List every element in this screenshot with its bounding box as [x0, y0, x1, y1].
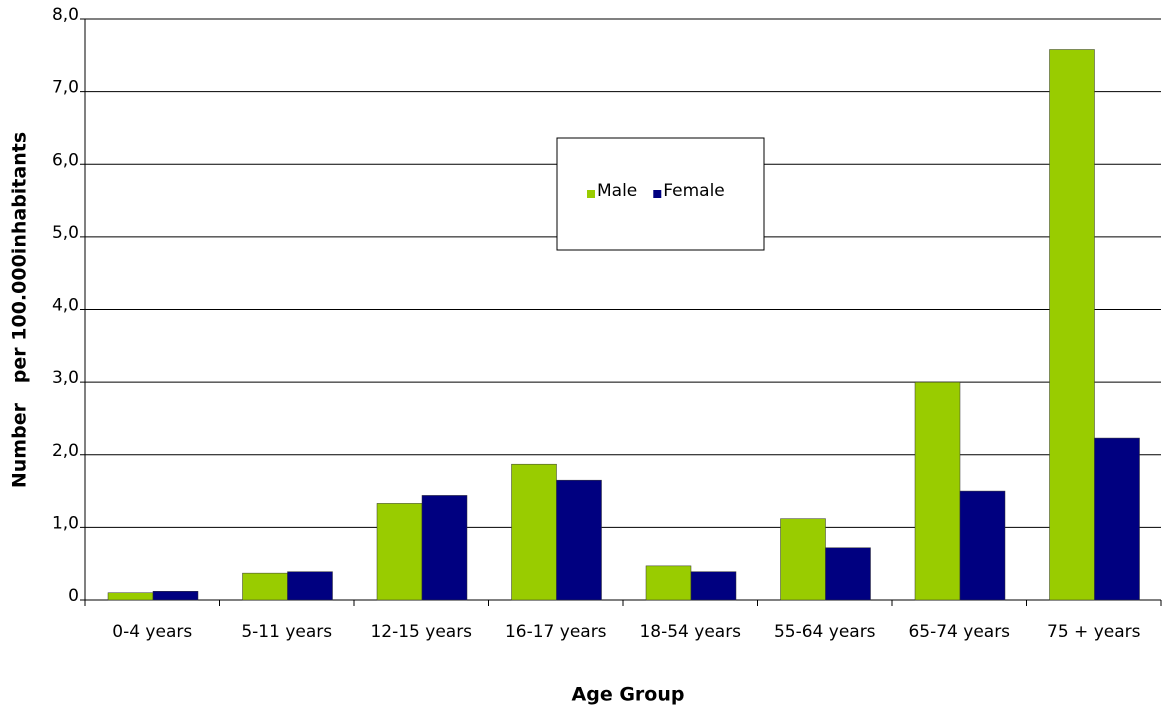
- bar: [645, 565, 692, 601]
- y-tick-label: 3,0: [52, 368, 79, 388]
- x-tick-label: 75 + years: [1047, 622, 1141, 642]
- legend-swatch: [587, 190, 595, 198]
- x-tick-label: 5-11 years: [241, 622, 332, 642]
- x-tick-label: 0-4 years: [112, 622, 192, 642]
- bar: [376, 503, 423, 601]
- x-tick-label: 55-64 years: [774, 622, 876, 642]
- legend-label: Male: [597, 181, 637, 201]
- legend-swatch: [653, 190, 662, 198]
- bar: [421, 495, 468, 601]
- y-tick-label: 1,0: [52, 513, 79, 533]
- bar: [914, 381, 961, 601]
- y-tick-label: 4,0: [52, 296, 79, 316]
- y-tick-label: 6,0: [52, 150, 79, 170]
- y-tick-label: 2,0: [52, 441, 79, 461]
- x-tick-label: 65-74 years: [908, 622, 1010, 642]
- y-tick-label: 5,0: [52, 223, 79, 243]
- bar: [1049, 49, 1095, 601]
- bar: [107, 592, 154, 601]
- x-tick-label: 16-17 years: [505, 622, 607, 642]
- bar: [780, 518, 826, 601]
- y-tick-label: 0: [68, 586, 79, 606]
- y-axis-title: Number per 100.000inhabitants: [9, 132, 31, 488]
- bar: [556, 479, 602, 601]
- legend: Male Female: [556, 137, 765, 251]
- bar: [152, 591, 199, 601]
- bar: [287, 571, 333, 601]
- y-tick-label: 7,0: [52, 78, 79, 98]
- bar: [959, 490, 1006, 601]
- x-tick-label: 12-15 years: [370, 622, 472, 642]
- legend-label: Female: [663, 181, 724, 201]
- y-tick-label: 8,0: [52, 5, 79, 25]
- bar: [1094, 437, 1140, 601]
- bar: [511, 463, 557, 601]
- bar: [825, 547, 871, 601]
- x-tick-label: 18-54 years: [639, 622, 741, 642]
- x-axis-title: Age Group: [572, 684, 685, 706]
- bar: [690, 571, 737, 601]
- bar: [242, 572, 288, 601]
